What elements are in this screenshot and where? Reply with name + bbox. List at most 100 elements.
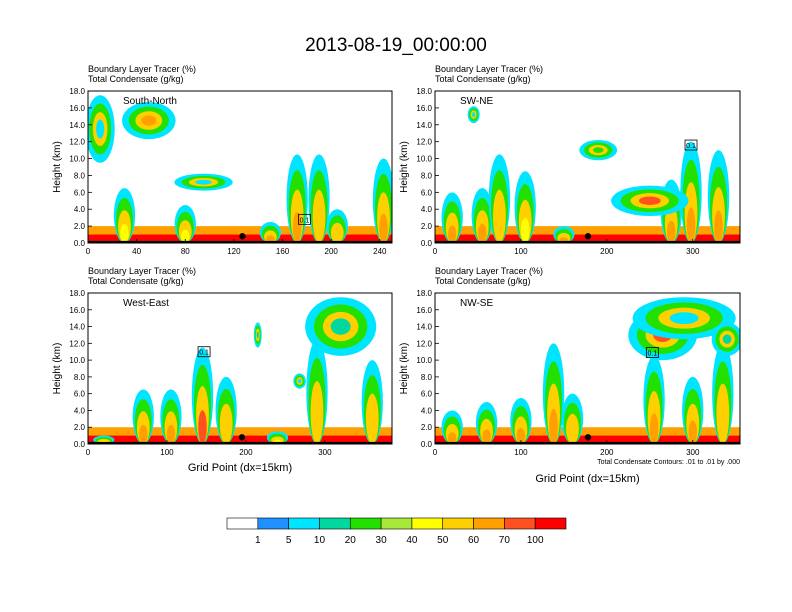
ytick-label: 14.0 [416, 121, 432, 130]
ytick-label: 2.0 [74, 222, 86, 231]
column-1-layer-3 [482, 429, 491, 444]
plot-frame [434, 292, 741, 445]
ytick-label: 16.0 [416, 306, 432, 315]
xtick-label: 0 [86, 448, 91, 457]
ytick-label: 16.0 [69, 306, 85, 315]
panel-label: West-East [123, 298, 169, 309]
xtick-label: 240 [373, 247, 387, 256]
blob-1-layer-3 [471, 112, 476, 118]
ytick-label: 16.0 [69, 104, 85, 113]
ytick-label: 10.0 [69, 356, 85, 365]
ytick-label: 6.0 [74, 188, 86, 197]
ytick-label: 6.0 [421, 188, 433, 197]
y-axis-label: Height (km) [52, 343, 63, 395]
blob-2-layer-3 [722, 334, 732, 344]
field-2: 0.1 [88, 297, 392, 444]
y-axis-label: Height (km) [399, 343, 410, 395]
colorbar-label: 40 [406, 535, 418, 546]
location-marker [239, 233, 246, 240]
ytick-label: 0.0 [421, 239, 433, 248]
contour-label-box [197, 346, 211, 358]
column-6-layer-3 [312, 407, 322, 444]
plot-frame [87, 90, 393, 244]
colorbar-swatch [319, 517, 351, 530]
panel-title-2: Total Condensate (g/kg) [435, 276, 531, 286]
xtick-label: 40 [132, 247, 141, 256]
ytick-label: 2.0 [421, 423, 433, 432]
ytick-label: 4.0 [74, 406, 86, 415]
xtick-label: 0 [433, 247, 438, 256]
colorbar-label: 60 [468, 535, 480, 546]
contour-label: 0.1 [686, 143, 696, 150]
contour-label-box [298, 213, 311, 225]
terrain [435, 441, 740, 444]
panel-label: NW-SE [460, 298, 493, 309]
ytick-label: 6.0 [421, 390, 433, 399]
ytick-label: 18.0 [416, 87, 432, 96]
ytick-label: 14.0 [69, 121, 85, 130]
colorbar-swatch [288, 517, 320, 530]
column-2-layer-3 [166, 424, 176, 444]
colorbar-swatch [442, 517, 474, 530]
column-1-layer-3 [181, 229, 190, 243]
colorbar-label: 50 [437, 535, 449, 546]
column-7-layer-3 [718, 408, 728, 444]
contour-label: 0.1 [300, 217, 310, 224]
column-4-layer-3 [568, 426, 577, 444]
terrain [88, 240, 392, 243]
panel-2: 0.1 0.0 2.0 4.0 6.0 8.0 10.0 12.0 14.0 16.0 18.0 0 1… [52, 266, 393, 474]
ytick-label: 14.0 [416, 323, 432, 332]
blob-2-layer-3 [592, 147, 604, 153]
x-axis-label: Grid Point (dx=15km) [188, 462, 292, 474]
blob-1-layer-3 [96, 119, 105, 139]
ytick-label: 0.0 [421, 440, 433, 449]
colorbar-swatch [226, 517, 259, 530]
colorbar-label: 20 [345, 535, 357, 546]
column-6-layer-3 [379, 213, 388, 243]
column-5-layer-3 [333, 231, 342, 243]
xtick-label: 200 [325, 247, 339, 256]
column-3-layer-3 [549, 408, 558, 444]
column-6-layer-3 [688, 420, 698, 444]
blob-1-layer-3 [297, 378, 302, 384]
contour-label-box [684, 139, 698, 151]
blob-2-layer-3 [195, 179, 212, 185]
xtick-label: 200 [239, 448, 253, 457]
location-marker [584, 233, 592, 240]
panel-0: 0.1 0.0 2.0 4.0 6.0 8.0 10.0 12.0 14.0 16.0 18.0 0 4… [52, 64, 393, 256]
column-0-layer-3 [447, 432, 457, 444]
column-5-layer-3 [649, 413, 659, 444]
ytick-label: 8.0 [74, 373, 86, 382]
panel-title-2: Total Condensate (g/kg) [435, 74, 531, 84]
xtick-label: 100 [514, 448, 528, 457]
ytick-label: 12.0 [416, 339, 432, 348]
colorbar-swatch [349, 517, 382, 530]
ytick-label: 12.0 [69, 339, 85, 348]
ytick-label: 12.0 [416, 138, 432, 147]
ytick-label: 2.0 [74, 423, 86, 432]
xtick-label: 100 [160, 448, 174, 457]
column-0-layer-3 [120, 223, 129, 243]
xtick-label: 300 [318, 448, 332, 457]
xtick-label: 200 [600, 247, 614, 256]
colorbar-label: 5 [286, 535, 292, 546]
field-0: 0.1 [88, 95, 392, 243]
column-1-layer-3 [477, 223, 487, 243]
xtick-label: 200 [600, 448, 614, 457]
column-3-layer-3 [198, 410, 207, 444]
colorbar-swatch [411, 517, 444, 530]
contour-label: 0.1 [647, 351, 657, 358]
column-5-layer-3 [666, 220, 676, 243]
ytick-label: 8.0 [421, 171, 433, 180]
xtick-label: 100 [514, 247, 528, 256]
ytick-label: 2.0 [421, 222, 433, 231]
xtick-label: 300 [686, 448, 700, 457]
column-3-layer-3 [520, 217, 530, 243]
colorbar-swatch [504, 517, 536, 530]
colorbar-label: 1 [255, 535, 261, 546]
ytick-label: 10.0 [416, 356, 432, 365]
ytick-label: 0.0 [74, 440, 86, 449]
colorbar-label: 70 [499, 535, 511, 546]
column-6-layer-3 [686, 207, 696, 243]
